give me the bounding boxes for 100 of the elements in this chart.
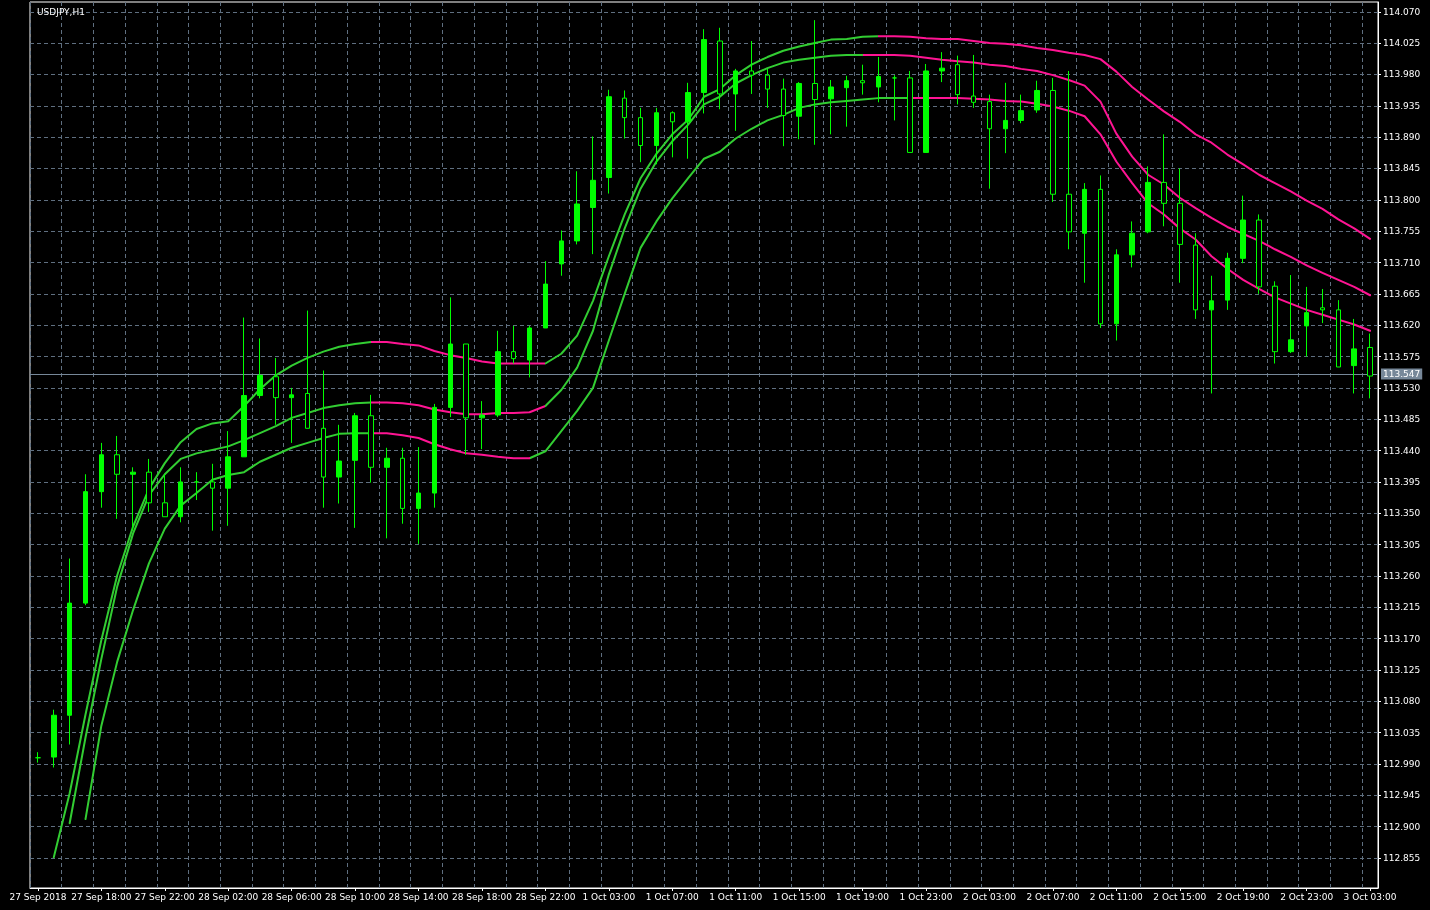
- y-tick-label: 113.935: [1383, 100, 1421, 111]
- candlestick: [781, 78, 786, 147]
- candlestick: [146, 458, 152, 513]
- candlestick: [1320, 288, 1325, 324]
- y-tick-label: 112.990: [1383, 759, 1421, 770]
- x-tick-label: 28 Sep 10:00: [325, 891, 386, 902]
- candlestick: [448, 296, 453, 418]
- x-tick-label: 1 Oct 03:00: [582, 891, 636, 902]
- x-tick-label: 2 Oct 03:00: [962, 891, 1017, 902]
- x-tick-label: 28 Sep 22:00: [515, 891, 576, 902]
- candlestick: [622, 89, 627, 140]
- x-tick-label: 28 Sep 18:00: [451, 891, 513, 902]
- candlestick: [892, 74, 897, 121]
- y-tick-label: 113.080: [1383, 696, 1421, 707]
- y-tick-label: 113.395: [1383, 476, 1421, 487]
- candlestick: [1304, 286, 1309, 358]
- candlestick: [939, 51, 945, 83]
- x-tick-label: 2 Oct 11:00: [1089, 891, 1144, 902]
- candlestick: [178, 466, 183, 523]
- y-tick-label: 113.485: [1383, 414, 1421, 425]
- candlestick: [35, 751, 41, 764]
- candlestick: [210, 463, 215, 532]
- x-tick-label: 27 Sep 2018: [9, 891, 67, 902]
- candlestick: [194, 471, 199, 501]
- x-tick-label: 1 Oct 15:00: [772, 891, 826, 902]
- candlestick: [130, 466, 136, 532]
- candlestick: [1145, 165, 1151, 234]
- y-tick-label: 113.755: [1383, 226, 1421, 237]
- candlestick: [1193, 232, 1198, 320]
- candlestick: [463, 343, 469, 456]
- candlestick: [812, 19, 818, 146]
- candlestick: [479, 400, 485, 450]
- x-tick-label: 1 Oct 11:00: [709, 891, 763, 902]
- candlestick: [336, 424, 342, 505]
- y-tick-label: 112.945: [1383, 790, 1421, 801]
- x-tick-label: 2 Oct 07:00: [1026, 891, 1080, 902]
- candlestick: [432, 403, 437, 509]
- candlestick: [923, 63, 929, 153]
- candlestick: [305, 310, 310, 429]
- candlestick: [162, 473, 168, 518]
- candlestick: [685, 82, 691, 160]
- candlestick: [828, 79, 834, 135]
- y-tick-label: 114.070: [1383, 6, 1421, 17]
- y-tick-label: 113.530: [1383, 382, 1421, 393]
- candlestick: [1034, 80, 1040, 114]
- candlestick: [1225, 252, 1230, 311]
- candlestick: [1256, 213, 1262, 295]
- ref-line-label: 113.547: [1383, 368, 1421, 379]
- candlestick: [1240, 195, 1246, 264]
- candlestick: [701, 28, 707, 114]
- x-tick-label: 28 Sep 06:00: [261, 891, 322, 902]
- candlestick: [1066, 70, 1072, 250]
- candlestick: [717, 27, 723, 110]
- candlestick: [1209, 275, 1214, 394]
- y-tick-label: 113.710: [1383, 257, 1421, 268]
- candlestick: [559, 229, 564, 277]
- candlestick: [733, 68, 738, 132]
- candlestick: [495, 330, 501, 418]
- y-tick-label: 113.845: [1383, 163, 1421, 174]
- x-tick-label: 2 Oct 23:00: [1280, 891, 1334, 902]
- candlestick: [67, 558, 72, 746]
- candlestick: [384, 447, 390, 539]
- x-tick-label: 3 Oct 03:00: [1343, 891, 1397, 902]
- candlestick: [368, 394, 374, 484]
- y-tick-label: 112.855: [1383, 853, 1421, 864]
- x-tick-label: 28 Sep 02:00: [198, 891, 259, 902]
- candlestick: [860, 64, 865, 96]
- candlestick: [987, 94, 992, 190]
- candlestick: [844, 75, 849, 128]
- candlestick: [606, 89, 612, 195]
- x-tick-label: 28 Sep 14:00: [388, 891, 449, 902]
- candlestick: [638, 107, 643, 163]
- y-tick-label: 113.890: [1383, 132, 1421, 143]
- text: USDJPY,H1: [37, 6, 85, 17]
- x-tick-label: 27 Sep 18:00: [71, 891, 132, 902]
- x-tick-label: 1 Oct 23:00: [899, 891, 953, 902]
- candlestick: [971, 54, 976, 109]
- candlestick: [670, 110, 675, 158]
- y-tick-label: 113.170: [1383, 633, 1421, 644]
- candlestick: [400, 447, 405, 525]
- x-tick-label: 27 Sep 22:00: [134, 891, 196, 902]
- candlestick: [241, 317, 247, 458]
- candlestick: [416, 446, 421, 545]
- candlestick: [876, 56, 881, 103]
- candlestick: [654, 107, 659, 165]
- candlestick: [1351, 318, 1357, 394]
- candlestick: [543, 260, 548, 329]
- y-tick-label: 113.125: [1383, 664, 1421, 675]
- candlestick: [1129, 220, 1135, 268]
- y-tick-label: 113.305: [1383, 539, 1421, 550]
- candlestick: [352, 412, 358, 529]
- y-tick-label: 113.035: [1383, 727, 1421, 738]
- x-tick-label: 2 Oct 19:00: [1216, 891, 1270, 902]
- candlestick: [765, 68, 770, 109]
- candlestick: [1098, 174, 1103, 329]
- y-tick-label: 113.260: [1383, 570, 1421, 581]
- candlestick: [1018, 94, 1024, 124]
- x-tick-label: 1 Oct 19:00: [836, 891, 890, 902]
- candlestick: [99, 442, 104, 509]
- candlestick: [114, 435, 120, 520]
